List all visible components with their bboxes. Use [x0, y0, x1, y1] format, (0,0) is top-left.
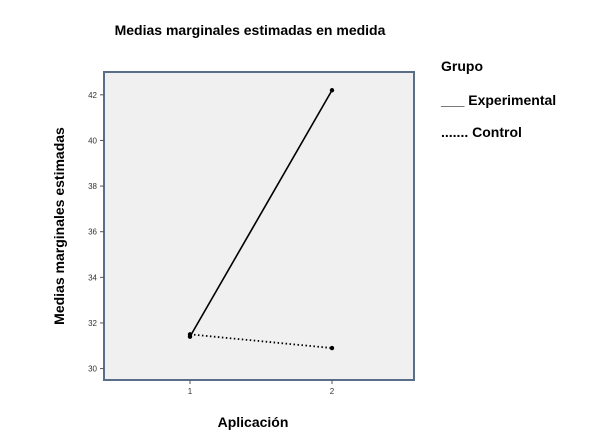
legend-item-experimental: ___ Experimental: [441, 92, 557, 108]
data-point-control: [329, 345, 335, 351]
y-tick-label: 42: [88, 91, 97, 100]
legend-title: Grupo: [441, 58, 483, 74]
y-tick-label: 34: [88, 273, 97, 282]
x-tick-label: 2: [330, 387, 335, 396]
y-tick-label: 36: [88, 228, 97, 237]
plot-area: [103, 71, 415, 381]
y-tick-label: 38: [88, 182, 97, 191]
y-tick-label: 30: [88, 365, 97, 374]
x-tick-label: 1: [188, 387, 193, 396]
legend-item-control: ....... Control: [441, 124, 522, 140]
series-line-experimental: [189, 89, 333, 338]
y-tick-label: 40: [88, 136, 97, 145]
data-point-control: [187, 332, 193, 337]
chart-title: Medias marginales estimadas en medida: [114, 22, 386, 38]
x-axis-label: Aplicación: [217, 414, 289, 430]
y-tick-label: 32: [88, 319, 97, 328]
data-point-experimental: [329, 88, 335, 93]
